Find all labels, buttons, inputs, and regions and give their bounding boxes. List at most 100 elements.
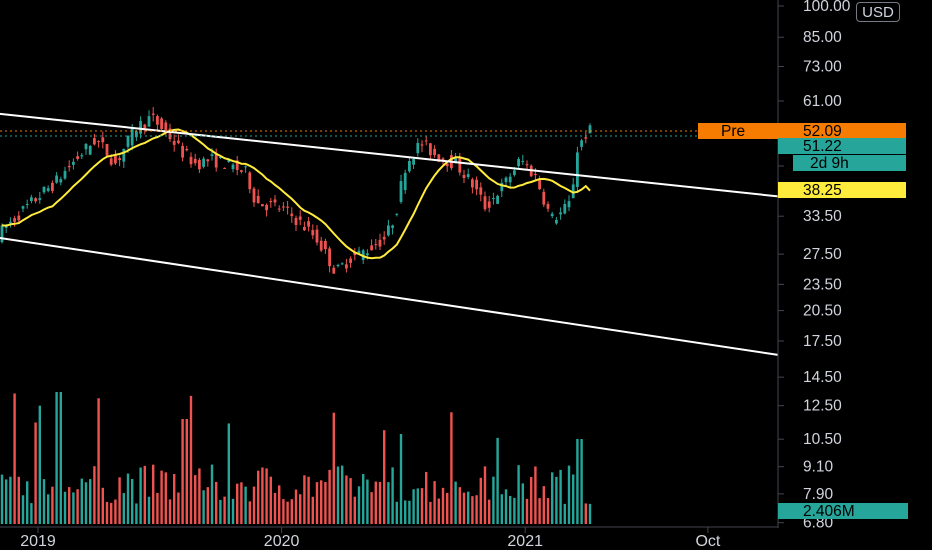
- price-tag-text: 2d 9h: [810, 155, 849, 172]
- candle-body: [542, 191, 546, 205]
- candle-body: [324, 240, 327, 250]
- volume-bar: [479, 477, 482, 524]
- volume-bar: [0, 474, 4, 524]
- volume-bar: [84, 482, 88, 524]
- price-tag-text: 51.22: [803, 138, 842, 155]
- candle-body: [366, 253, 369, 256]
- candle-body: [177, 140, 180, 143]
- candle-body: [487, 201, 491, 208]
- volume-bar: [198, 468, 201, 524]
- time-axis-labels[interactable]: 2019 2020 2021 Oct: [20, 527, 721, 550]
- volume-bar: [420, 488, 424, 524]
- candle-body: [202, 158, 205, 167]
- volume-bar: [357, 486, 361, 524]
- candle-body: [445, 163, 449, 167]
- volume-bar: [206, 487, 209, 524]
- volume-bar: [462, 492, 466, 524]
- candle-body: [387, 225, 390, 236]
- candle-body: [273, 199, 277, 203]
- currency-button[interactable]: USD: [856, 2, 900, 22]
- candle-body: [109, 158, 113, 165]
- candle-body: [576, 152, 579, 187]
- volume-bar: [374, 481, 377, 524]
- volume-bar: [252, 486, 256, 524]
- candle-body: [46, 188, 50, 191]
- volume-bar: [588, 503, 592, 524]
- volume-bar: [546, 498, 550, 524]
- candle-body: [72, 161, 75, 165]
- volume-bar: [9, 476, 12, 524]
- candle-body: [475, 179, 478, 190]
- candle-body: [160, 118, 163, 129]
- volume-bar: [370, 492, 373, 524]
- candle-body: [214, 153, 218, 168]
- volume-bar: [294, 489, 298, 524]
- volume-bar: [89, 479, 92, 524]
- candle-body: [395, 213, 399, 215]
- volume-bar: [114, 499, 117, 524]
- volume-bar: [349, 478, 352, 524]
- candle-body: [567, 201, 571, 208]
- volume-bar: [55, 392, 58, 524]
- volume-bar: [324, 481, 327, 524]
- volume-bar: [181, 419, 184, 524]
- pre-label-text: Pre: [721, 123, 745, 140]
- volume-bar: [416, 488, 419, 524]
- candle-body: [172, 141, 176, 145]
- volume-bar: [332, 412, 335, 524]
- volume-bar: [500, 494, 503, 524]
- price-axis-background[interactable]: [778, 0, 932, 550]
- candle-body: [303, 226, 306, 231]
- volume-bar: [299, 494, 302, 524]
- candle-body: [219, 156, 222, 159]
- volume-bar: [126, 473, 130, 524]
- candle-body: [223, 167, 226, 169]
- candle-body: [34, 198, 37, 202]
- volume-bar: [105, 501, 109, 524]
- price-axis-label: 12.50: [803, 398, 842, 415]
- volume-bar: [26, 481, 29, 524]
- candle-body: [466, 174, 470, 177]
- volume-bar: [173, 474, 176, 524]
- candle-body: [235, 160, 239, 170]
- volume-bar: [530, 477, 533, 524]
- candle-body: [240, 170, 243, 172]
- volume-bar: [315, 482, 319, 524]
- price-axis-label: 100.00: [803, 0, 851, 15]
- candle-body: [135, 131, 138, 138]
- volume-bar: [307, 476, 310, 524]
- candle-body: [164, 122, 168, 131]
- volume-bar: [492, 476, 495, 524]
- candle-body: [500, 182, 504, 192]
- volume-bar: [51, 486, 54, 524]
- candle-body: [210, 154, 214, 157]
- candle-body: [227, 159, 231, 163]
- candle-body: [492, 198, 495, 200]
- volume-bar: [118, 477, 121, 524]
- volume-bar: [509, 495, 512, 524]
- candle-body: [416, 142, 420, 154]
- volume-bar: [538, 498, 541, 524]
- volume-bar: [68, 487, 71, 524]
- price-axis-label: 33.50: [803, 208, 842, 225]
- candle-body: [17, 215, 21, 221]
- volume-bar: [231, 498, 235, 524]
- candle-body: [336, 264, 340, 267]
- volume-bar: [576, 439, 579, 524]
- volume-bar: [17, 476, 20, 524]
- candle-body: [315, 229, 319, 243]
- volume-bar: [164, 472, 167, 524]
- candle-body: [101, 137, 105, 143]
- candle-body: [525, 164, 529, 166]
- candle-body: [391, 225, 394, 228]
- candle-body: [282, 206, 285, 208]
- volume-bar: [399, 434, 403, 524]
- candle-body: [420, 144, 424, 146]
- volume-bar: [341, 465, 344, 524]
- candle-body: [588, 125, 592, 134]
- volume-bar: [80, 478, 83, 524]
- candle-body: [248, 172, 252, 190]
- volume-tag: [778, 503, 908, 519]
- volume-bar: [475, 495, 478, 524]
